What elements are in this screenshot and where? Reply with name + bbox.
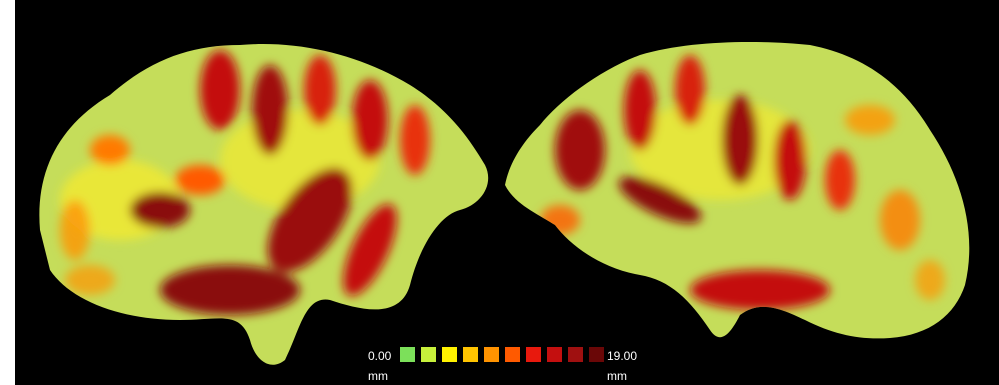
legend-swatch [505, 347, 520, 362]
legend-swatch [547, 347, 562, 362]
legend-swatch [568, 347, 583, 362]
legend-min-label: 0.00 [368, 349, 392, 363]
legend-swatches [400, 347, 604, 362]
legend-swatch [484, 347, 499, 362]
legend-swatch [442, 347, 457, 362]
legend-swatch [421, 347, 436, 362]
legend-swatch [526, 347, 541, 362]
left-hemisphere [39, 44, 489, 365]
legend-swatch [463, 347, 478, 362]
colorbar-legend: 0.00 19.00 mm mm [360, 344, 637, 384]
legend-swatch [400, 347, 415, 362]
legend-unit-min: mm [368, 369, 388, 383]
legend-swatch [589, 347, 604, 362]
legend-unit-max: mm [607, 369, 627, 383]
right-hemisphere [505, 42, 970, 339]
legend-max-label: 19.00 [607, 349, 638, 363]
